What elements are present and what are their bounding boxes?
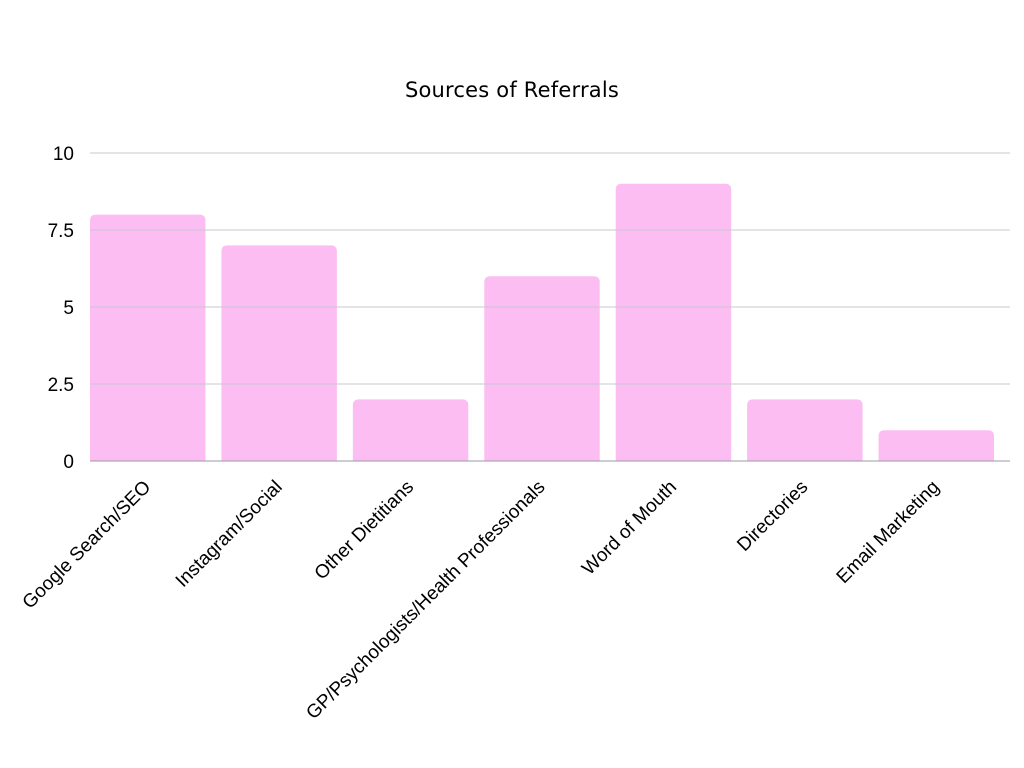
bar	[90, 214, 206, 461]
x-tick-label: Email Marketing	[833, 477, 944, 588]
x-tick-label: Other Dietitians	[311, 477, 418, 584]
x-tick-label: Word of Mouth	[578, 477, 681, 580]
bar	[615, 183, 732, 462]
chart-title: Sources of Referrals	[404, 78, 620, 102]
y-tick-label: 2.5	[48, 375, 74, 396]
x-tick-label: Google Search/SEO	[19, 477, 156, 614]
y-tick-label: 7.5	[48, 221, 74, 242]
x-tick-label: Instagram/Social	[172, 477, 287, 592]
x-tick-label: Directories	[733, 477, 812, 556]
bar	[484, 276, 600, 461]
y-tick-label: 0	[63, 452, 74, 473]
y-tick-label: 5	[63, 298, 74, 319]
x-tick-label: GP/Psychologists/Health Professionals	[302, 477, 549, 724]
bar	[878, 430, 994, 461]
bar	[221, 245, 337, 461]
y-tick-label: 10	[53, 144, 74, 165]
bar	[352, 399, 469, 461]
bar	[747, 399, 863, 461]
